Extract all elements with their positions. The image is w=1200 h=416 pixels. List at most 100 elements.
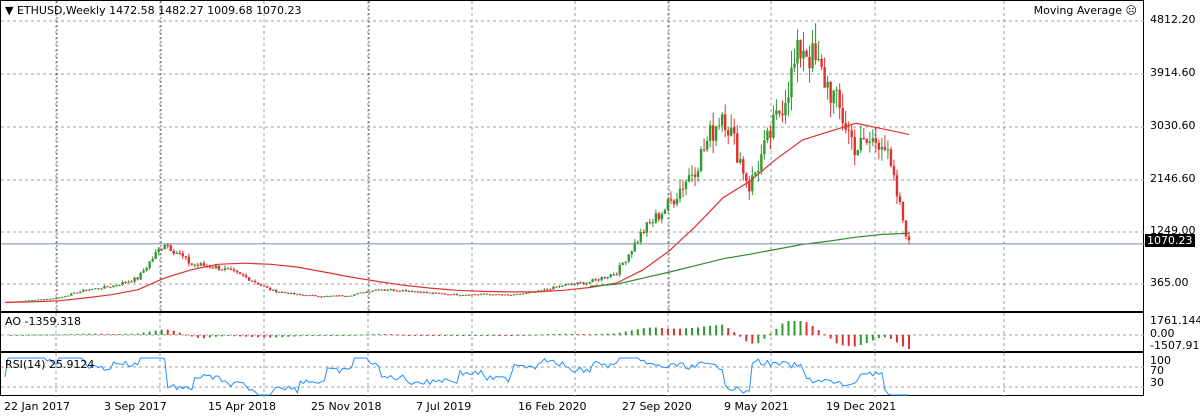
candle-body [892,165,896,176]
candle-body [669,199,673,201]
ao-bar [142,332,145,335]
ao-bar [64,334,67,336]
ao-indicator-pane[interactable]: AO -1359.318 [0,312,1145,353]
candle-body [404,289,407,292]
candle-body [416,291,420,293]
candle-body [208,266,212,268]
ao-bar [40,334,43,336]
price-axis[interactable]: 4812.20 3914.60 3030.60 2146.60 1249.00 … [1144,0,1200,396]
candle-body [175,253,178,255]
rsi-canvas[interactable] [1,353,1145,397]
candle-body [687,175,691,182]
ao-bar [636,329,639,335]
candle-body [356,293,359,295]
ao-bar [58,334,61,336]
candle-body [684,181,688,189]
ao-bar [88,333,91,335]
candle-body [103,286,106,289]
ao-bar [407,335,410,336]
ao-bar [564,333,567,335]
candle-body [690,174,694,176]
ao-bar [329,335,332,336]
candle-body [49,298,52,300]
frown-icon[interactable]: ☹ [1125,4,1137,17]
candle-body [681,188,685,190]
candle-body [793,63,796,68]
ao-bar [685,328,688,335]
rsi-indicator-pane[interactable]: RSI(14) 25.9124 [0,352,1145,397]
ao-bar [781,323,784,335]
candle-body [510,294,513,296]
candle-body [247,277,251,281]
ao-canvas[interactable] [1,313,1145,353]
ao-bar [365,334,368,336]
ao-bar [154,330,157,335]
ao-bar [245,335,248,337]
candle-body [516,293,519,295]
candle-body [543,289,546,291]
price-chart-canvas[interactable] [1,1,1145,313]
indicator-label: Moving Average [1033,4,1123,17]
candle-body [281,291,284,293]
ao-bar [299,335,302,337]
rsi-tick: 100 [1150,354,1171,367]
ao-bar [281,335,284,338]
candle-body [91,289,94,291]
ao-bar [287,335,290,337]
candle-body [642,232,646,234]
candle-body [97,288,100,290]
candle-body [329,295,332,297]
candle-body [901,201,905,221]
date-label: 16 Feb 2020 [518,400,587,413]
ao-bar [829,335,832,339]
candle-body [733,127,736,134]
candle-body [772,114,775,138]
candle-body [476,294,480,296]
candle-body [42,299,46,301]
ao-bar [666,328,669,335]
candle-body [371,290,374,292]
ao-bar [94,333,97,335]
candle-body [220,269,224,271]
candle-body [720,114,724,126]
ao-bar [588,334,591,336]
candle-body [326,296,329,298]
candle-body [362,292,365,294]
ao-bar [395,334,398,336]
ao-bar [787,321,790,335]
ao-bar [359,334,362,336]
candle-body [727,130,730,136]
dropdown-triangle-icon[interactable]: ▼ [5,4,14,17]
rsi-line [4,357,909,396]
ao-bar [516,335,519,336]
price-tick: 1249.00 [1150,224,1196,237]
ao-bar [817,330,820,335]
ao-bar [715,325,718,335]
candle-body [79,291,82,294]
candle-body [663,209,667,214]
candle-body [36,299,40,301]
ao-bar [263,335,266,338]
ao-bar [239,335,242,337]
candle-body [528,292,531,294]
ao-bar [52,334,55,336]
time-axis[interactable]: 22 Jan 2017 3 Sep 2017 15 Apr 2018 25 No… [0,396,1200,416]
candle-body [196,264,200,266]
moving-average-indicator[interactable]: Moving Average ☹ [1034,5,1137,17]
candle-body [739,159,742,163]
price-chart-pane[interactable]: ▼ ETHUSD,Weekly 1472.58 1482.27 1009.68 … [0,0,1145,313]
candle-body [184,256,187,258]
candle-body [877,142,881,150]
candle-body [555,286,558,288]
candle-body [817,58,820,61]
ao-bar [456,335,458,336]
candle-body [603,277,606,279]
candle-body [723,114,727,131]
candle-body [829,81,832,104]
candle-body [525,292,528,294]
candle-body [841,107,844,124]
ao-bar [443,335,446,336]
candle-body [491,294,495,296]
candle-body [564,284,567,286]
date-label: 19 Dec 2021 [826,400,897,413]
